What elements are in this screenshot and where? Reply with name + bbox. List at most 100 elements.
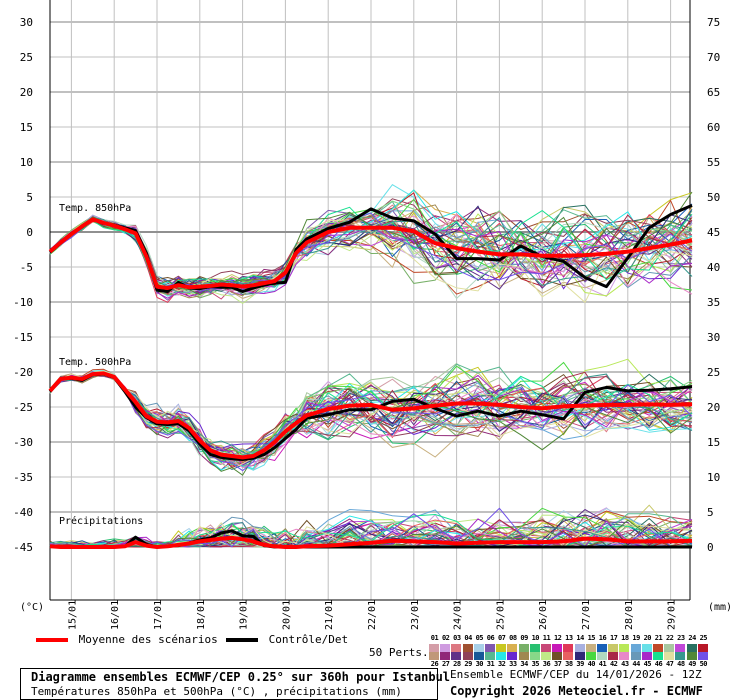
svg-text:15: 15 <box>707 436 720 449</box>
svg-text:-25: -25 <box>13 401 33 414</box>
left-axis-labels: 30 25 20 15 10 5 0 -5 -10 -15 -20 -25 -30 -35 -40 -45 <box>13 16 33 554</box>
member-swatch <box>641 652 652 660</box>
svg-text:40: 40 <box>707 261 720 274</box>
svg-text:-40: -40 <box>13 506 33 519</box>
member-swatch <box>563 644 574 652</box>
member-swatch <box>429 644 439 652</box>
member-number: 39 <box>576 660 584 668</box>
member-swatch <box>653 644 663 652</box>
member-swatch <box>630 652 641 660</box>
member-swatch <box>485 652 495 660</box>
svg-text:22/01: 22/01 <box>367 600 378 630</box>
svg-text:75: 75 <box>707 16 720 29</box>
member-swatch <box>429 652 439 660</box>
member-swatch <box>518 644 529 652</box>
member-number: 07 <box>497 634 506 642</box>
panel-label: Temp. 500hPa <box>59 357 131 368</box>
member-number: 44 <box>632 660 640 668</box>
member-swatch <box>451 644 462 652</box>
grid <box>50 0 690 600</box>
right-unit-label: (mm) <box>708 602 732 613</box>
svg-text:20/01: 20/01 <box>281 600 292 630</box>
member-swatch <box>473 652 484 660</box>
member-number: 33 <box>509 660 517 668</box>
member-swatch <box>619 652 630 660</box>
svg-text:60: 60 <box>707 121 720 134</box>
member-number: 27 <box>441 660 450 668</box>
mean-500-line <box>48 371 693 460</box>
chart-subtitle: Températures 850hPa et 500hPa (°C) , pré… <box>31 685 402 698</box>
svg-text:0: 0 <box>707 541 714 554</box>
member-swatch <box>630 644 641 652</box>
svg-text:-30: -30 <box>13 436 33 449</box>
member-number: 14 <box>576 634 584 642</box>
member-swatch <box>462 652 473 660</box>
svg-text:21/01: 21/01 <box>324 600 335 630</box>
member-number: 41 <box>598 660 607 668</box>
member-swatch <box>529 644 540 652</box>
member-number: 42 <box>609 660 618 668</box>
member-swatch <box>675 652 686 660</box>
svg-text:23/01: 23/01 <box>410 600 421 630</box>
x-axis-labels: 15/01 16/01 17/01 18/01 19/01 20/01 21/01 22/01… <box>67 600 677 630</box>
member-number: 29 <box>464 660 472 668</box>
svg-text:27/01: 27/01 <box>581 600 592 630</box>
chart-title: Diagramme ensembles ECMWF/CEP 0.25° sur … <box>31 670 451 684</box>
svg-text:-35: -35 <box>13 471 33 484</box>
legend-mean: Moyenne des scénarios <box>36 633 218 646</box>
svg-text:18/01: 18/01 <box>196 600 207 630</box>
svg-text:30: 30 <box>20 16 33 29</box>
svg-text:-5: -5 <box>20 261 33 274</box>
member-number: 24 <box>688 634 696 642</box>
member-swatch <box>597 644 607 652</box>
ensemble-chart: 302520151050-5-10-15-20-25-30-35-40-4575… <box>13 0 732 630</box>
member-swatch <box>597 652 607 660</box>
svg-text:20: 20 <box>20 86 33 99</box>
member-swatch <box>664 652 675 660</box>
member-swatch <box>686 644 697 652</box>
svg-text:-45: -45 <box>13 541 33 554</box>
member-swatch <box>608 644 619 652</box>
svg-text:10: 10 <box>20 156 33 169</box>
svg-text:5: 5 <box>707 506 714 519</box>
svg-text:65: 65 <box>707 86 720 99</box>
member-number: 35 <box>531 660 540 668</box>
member-number: 10 <box>531 634 540 642</box>
member-number: 46 <box>654 660 663 668</box>
svg-text:0: 0 <box>26 226 33 239</box>
member-number: 01 <box>430 634 439 642</box>
member-swatch <box>664 644 675 652</box>
member-swatch <box>641 644 652 652</box>
perturbations-label: 50 Perts. <box>369 646 429 659</box>
member-swatch <box>552 652 563 660</box>
member-number: 28 <box>453 660 461 668</box>
svg-text:70: 70 <box>707 51 720 64</box>
member-number: 06 <box>486 634 495 642</box>
svg-text:10: 10 <box>707 471 720 484</box>
svg-text:28/01: 28/01 <box>624 600 635 630</box>
member-number: 09 <box>520 634 528 642</box>
mean-precip-line <box>49 535 693 549</box>
member-swatch <box>697 652 708 660</box>
member-swatch <box>473 644 484 652</box>
svg-text:50: 50 <box>707 191 720 204</box>
member-number: 50 <box>699 660 708 668</box>
member-number: 31 <box>486 660 495 668</box>
svg-text:26/01: 26/01 <box>538 600 549 630</box>
svg-text:-10: -10 <box>13 296 33 309</box>
member-swatch <box>541 644 551 652</box>
run-info: Ensemble ECMWF/CEP du 14/01/2026 - 12Z <box>450 668 702 681</box>
member-swatch <box>496 652 507 660</box>
svg-text:45: 45 <box>707 226 720 239</box>
member-number: 47 <box>665 660 674 668</box>
member-number: 38 <box>565 660 573 668</box>
svg-text:5: 5 <box>26 191 33 204</box>
member-swatch <box>686 652 697 660</box>
left-unit-label: (°C) <box>20 602 44 613</box>
member-swatch <box>697 644 708 652</box>
member-swatch <box>653 652 663 660</box>
member-swatch <box>451 652 462 660</box>
member-number: 45 <box>643 660 652 668</box>
chart-title-box: Diagramme ensembles ECMWF/CEP 0.25° sur … <box>20 668 451 700</box>
